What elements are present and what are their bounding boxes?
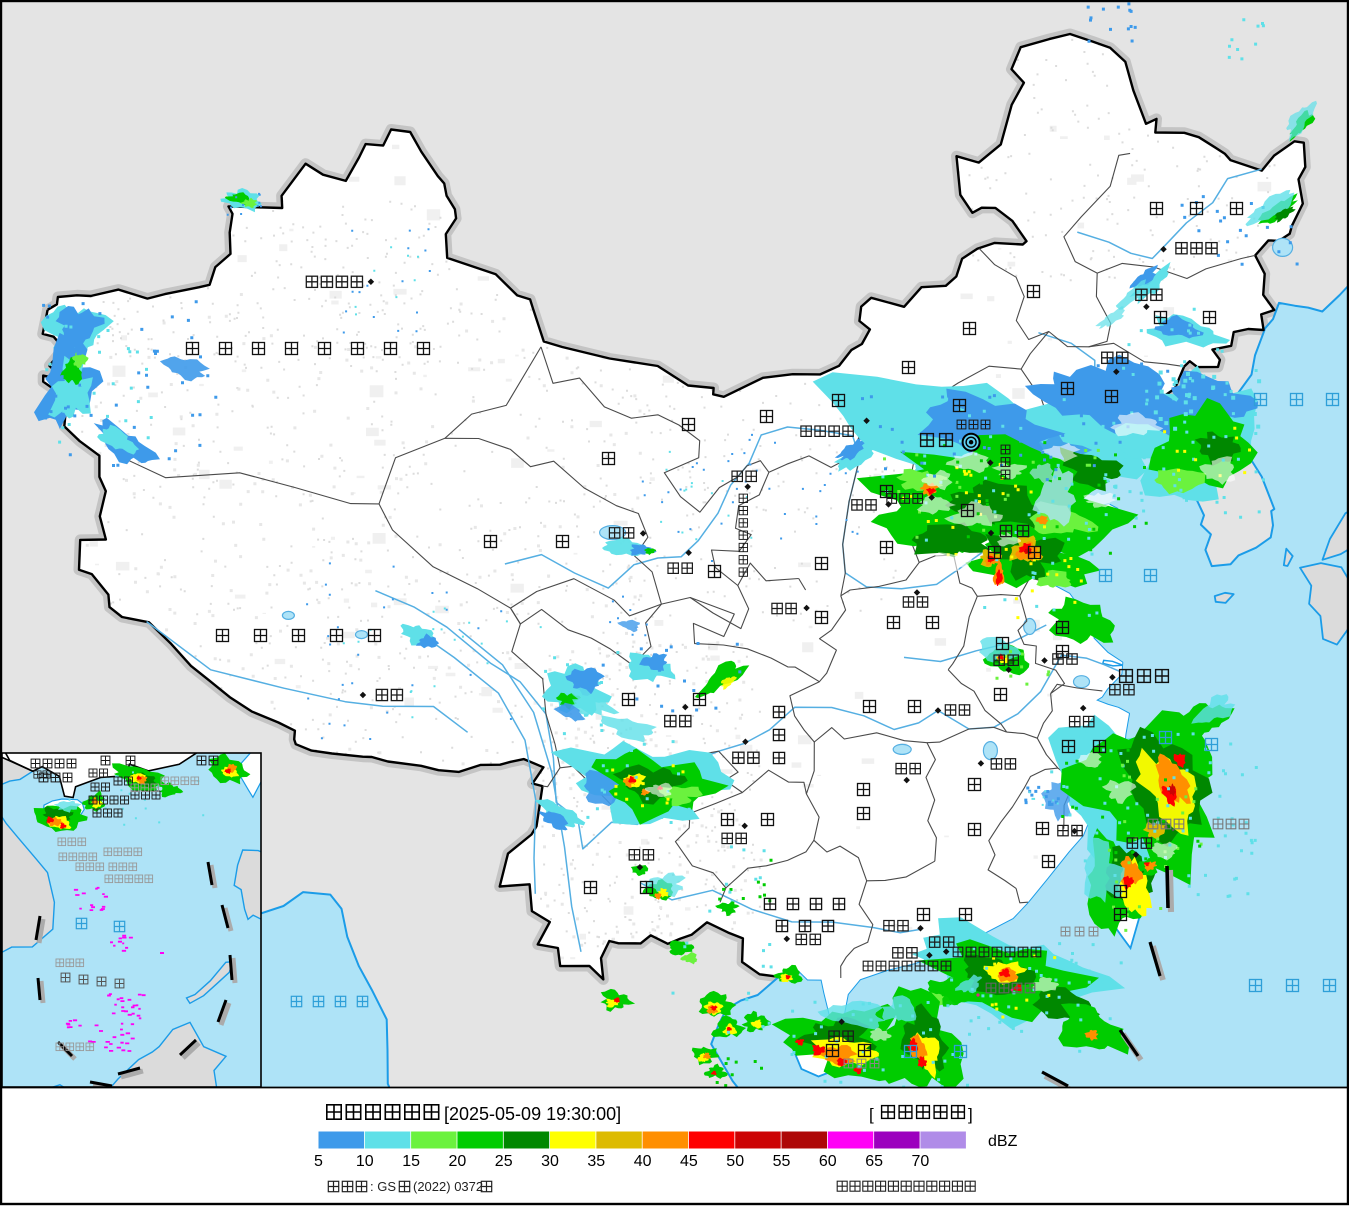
svg-text:25: 25 [495, 1153, 513, 1170]
svg-text:60: 60 [819, 1153, 837, 1170]
svg-text:20: 20 [449, 1153, 467, 1170]
svg-text:5: 5 [314, 1153, 323, 1170]
svg-text:]: ] [968, 1105, 973, 1124]
svg-text:45: 45 [680, 1153, 698, 1170]
svg-text:50: 50 [726, 1153, 744, 1170]
svg-text:30: 30 [541, 1153, 559, 1170]
svg-text:55: 55 [773, 1153, 791, 1170]
svg-text:65: 65 [865, 1153, 883, 1170]
svg-text:[2025-05-09 19:30:00]: [2025-05-09 19:30:00] [444, 1104, 621, 1124]
svg-text:10: 10 [356, 1153, 374, 1170]
svg-text:: GS: : GS [370, 1179, 396, 1194]
svg-text:(2022) 0372: (2022) 0372 [413, 1179, 483, 1194]
svg-text:dBZ: dBZ [988, 1133, 1018, 1150]
svg-text:35: 35 [587, 1153, 605, 1170]
svg-text:70: 70 [912, 1153, 930, 1170]
svg-text:40: 40 [634, 1153, 652, 1170]
svg-text:15: 15 [402, 1153, 420, 1170]
svg-text:[: [ [869, 1105, 874, 1124]
